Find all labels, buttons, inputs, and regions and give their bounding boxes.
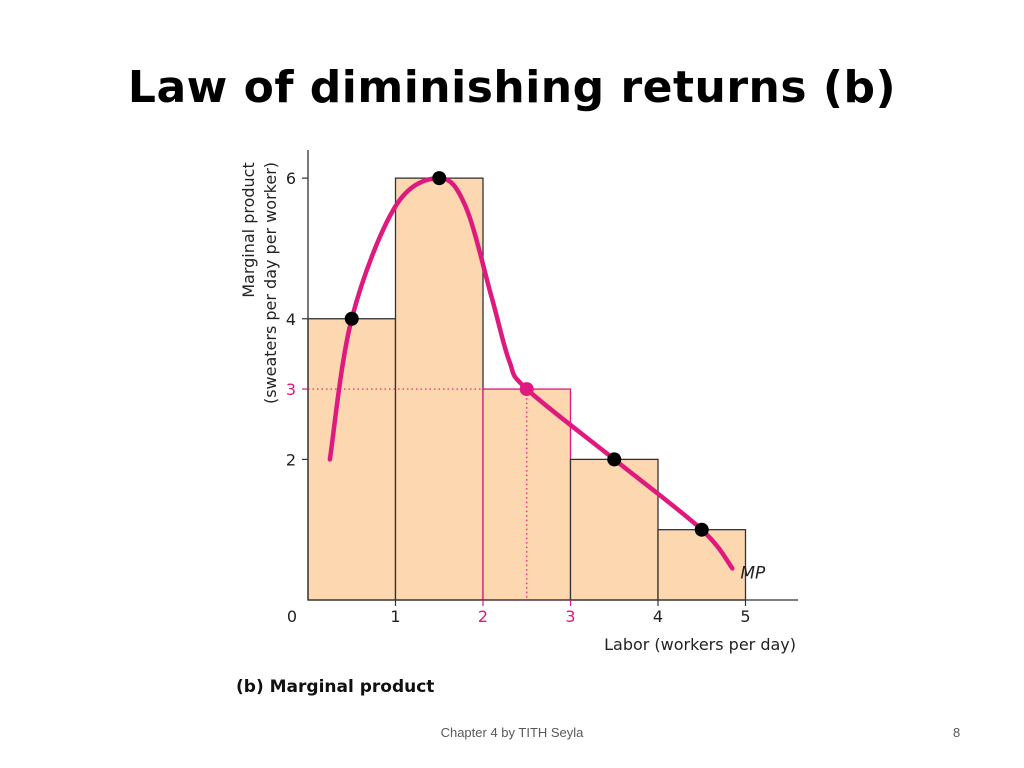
x-axis-label: Labor (workers per day) <box>604 635 796 654</box>
bar-1 <box>307 318 397 601</box>
y-tick-label-3: 3 <box>286 380 296 399</box>
data-point-1 <box>344 311 359 326</box>
labels-layer: 2 3 4 6 0 1 2 3 4 5 MP Labor (workers per day) Margi… <box>239 162 796 654</box>
x-tick-label-4: 4 <box>653 607 663 626</box>
x-tick-label-5: 5 <box>740 607 750 626</box>
y-tick-label-2: 2 <box>286 450 296 469</box>
bar-4 <box>569 458 659 601</box>
curve-layer <box>327 175 735 571</box>
points-layer <box>344 171 709 537</box>
x-tick-label-0: 0 <box>287 607 297 626</box>
y-tick-label-4: 4 <box>286 310 296 329</box>
slide-title: Law of diminishing returns (b) <box>127 62 897 113</box>
y-axis-label-line2: (sweaters per day per worker) <box>261 162 280 404</box>
y-tick-label-6: 6 <box>286 169 296 188</box>
x-tick-label-2: 2 <box>478 607 488 626</box>
y-axis-label-line1: Marginal product <box>239 162 258 298</box>
footer-text: Chapter 4 by TITH Seyla <box>440 725 584 740</box>
data-point-4 <box>607 452 622 467</box>
x-tick-label-1: 1 <box>390 607 400 626</box>
data-point-2 <box>432 171 447 186</box>
axes-layer <box>302 150 798 606</box>
data-point-5 <box>694 522 709 537</box>
data-point-3 <box>519 382 534 397</box>
chart-caption: (b) Marginal product <box>236 677 435 697</box>
guide-lines-layer <box>308 388 528 600</box>
page-number: 8 <box>953 725 961 740</box>
mp-curve <box>327 175 735 571</box>
x-tick-label-3: 3 <box>565 607 575 626</box>
curve-label-mp: MP <box>740 563 766 583</box>
